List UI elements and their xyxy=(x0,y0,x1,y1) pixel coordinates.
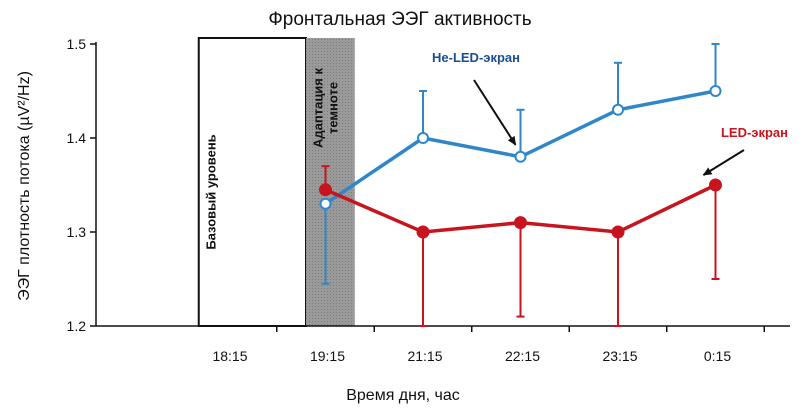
data-series xyxy=(319,43,722,327)
shaded-regions: Базовый уровень Адаптация к темноте xyxy=(197,37,355,327)
data-point xyxy=(709,85,722,97)
baseline-region-label: Базовый уровень xyxy=(203,134,218,249)
data-point xyxy=(319,197,332,210)
data-point xyxy=(514,150,527,163)
data-point xyxy=(319,183,332,197)
y-tick-label: 1.3 xyxy=(67,224,87,240)
annotations: Не-LED-экран LED-экран xyxy=(432,50,788,176)
data-point xyxy=(709,178,722,192)
y-tick-labels: 1.2 1.3 1.4 1.5 xyxy=(67,36,96,334)
y-axis-label: ЭЭГ плотность потока (µV²/Hz) xyxy=(16,71,33,301)
chart-title: Фронтальная ЭЭГ активность xyxy=(268,9,531,30)
x-tick-labels: 18:15 19:15 21:15 22:15 23:15 0:15 xyxy=(212,326,765,364)
y-tick-label: 1.4 xyxy=(67,130,87,146)
dark-adaptation-label-line2: темноте xyxy=(325,82,340,134)
axes xyxy=(95,42,790,327)
annotation-arrow-led xyxy=(702,149,745,176)
dark-adaptation-label-line1: Адаптация к xyxy=(310,68,325,148)
x-tick-label: 22:15 xyxy=(505,348,540,364)
x-axis-label: Время дня, час xyxy=(346,387,460,404)
x-tick-label: 19:15 xyxy=(310,348,345,364)
baseline-region-box xyxy=(197,37,307,327)
y-tick-label: 1.2 xyxy=(67,318,87,334)
annotation-arrow-non-led xyxy=(473,79,517,146)
x-tick-label: 23:15 xyxy=(602,348,637,364)
annotation-led: LED-экран xyxy=(721,125,788,140)
series-led xyxy=(319,165,722,327)
x-tick-label: 21:15 xyxy=(407,348,442,364)
annotation-non-led: Не-LED-экран xyxy=(432,50,520,65)
y-tick-label: 1.5 xyxy=(67,36,87,52)
data-point xyxy=(514,216,527,230)
data-point xyxy=(612,103,624,116)
series-non-led xyxy=(319,43,722,285)
x-tick-label: 18:15 xyxy=(212,348,247,364)
data-point xyxy=(611,225,625,239)
dark-adaptation-band xyxy=(306,38,355,326)
x-tick-label: 0:15 xyxy=(704,348,731,364)
data-point xyxy=(416,225,430,239)
data-point xyxy=(417,132,429,144)
